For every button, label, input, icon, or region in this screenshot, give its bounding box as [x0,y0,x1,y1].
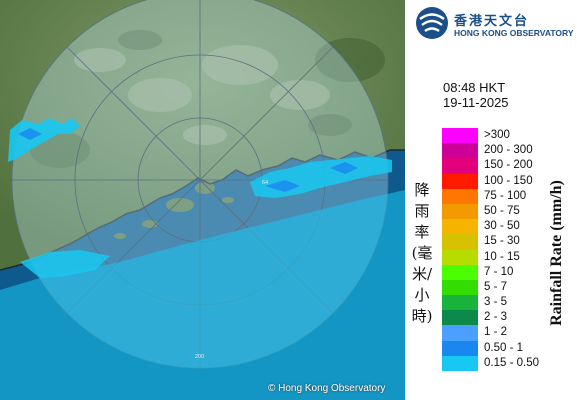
legend-row: 150 - 200 [442,158,567,174]
legend-color-swatch [442,158,478,174]
land-texture [74,45,330,145]
legend-range-label: 10 - 15 [484,250,520,263]
legend-range-label: 2 - 3 [484,311,508,324]
legend-range-label: 200 - 300 [484,144,533,157]
legend-range-label: 150 - 200 [484,159,533,172]
hko-logo[interactable]: 香港天文台 HONG KONG OBSERVATORY [415,6,575,40]
range-label-64: 64 [262,180,268,186]
legend-row: 3 - 5 [442,295,567,311]
legend-range-label: 50 - 75 [484,204,520,217]
legend-range-label: >300 [484,129,510,141]
legend-range-label: 75 - 100 [484,189,527,202]
legend-color-swatch [442,325,478,341]
legend-range-label: 100 - 150 [484,174,533,187]
timestamp: 08:48 HKT 19-11-2025 [443,80,509,110]
legend-row: 10 - 15 [442,249,567,265]
legend-range-label: 5 - 7 [484,280,508,293]
copyright-credit: © Hong Kong Observatory [268,383,386,394]
legend-row: 30 - 50 [442,219,567,235]
legend-row: 0.50 - 1 [442,340,567,356]
legend-color-swatch [442,173,478,189]
legend-color-swatch [442,188,478,204]
legend-range-label: 0.15 - 0.50 [484,356,539,369]
rain-echo-light [265,180,300,192]
legend-color-swatch [442,279,478,296]
legend-row: 0.15 - 0.50 [442,355,567,371]
legend-row: 15 - 30 [442,234,567,250]
legend-color-swatch [442,295,478,311]
legend-row: 7 - 10 [442,264,567,280]
radar-map[interactable]: 64 200 © Hong Kong Observatory [0,0,405,400]
legend-color-swatch [442,234,478,250]
legend-color-swatch [442,219,478,235]
rain-echo-sea [0,190,405,400]
rain-echo-light-2 [18,128,42,140]
legend-color-swatch [442,128,478,144]
legend-row: 75 - 100 [442,188,567,204]
legend-range-label: 30 - 50 [484,220,520,233]
observation-time: 08:48 HKT [443,80,506,95]
observation-date: 19-11-2025 [443,95,509,110]
rain-echoes [0,118,405,400]
legend-color-swatch [442,340,478,356]
range-label-200: 200 [195,354,204,360]
org-name-english: HONG KONG OBSERVATORY [454,28,574,38]
legend-range-label: 15 - 30 [484,235,520,248]
info-panel: 香港天文台 HONG KONG OBSERVATORY 08:48 HKT 19… [405,0,577,400]
legend-row: >300 [442,128,567,144]
rain-echo-west [8,118,80,162]
rainfall-legend: >300 200 - 300 150 - 200 100 - 150 75 - 100 5… [442,128,567,371]
legend-color-swatch [442,143,478,159]
legend-title-english: Rainfall Rate (mm/h) [548,180,565,326]
rain-echo-light-3 [330,162,358,174]
legend-range-label: 3 - 5 [484,296,508,309]
legend-color-swatch [442,310,478,326]
legend-row: 2 - 3 [442,310,567,326]
legend-row: 5 - 7 [442,279,567,296]
legend-row: 200 - 300 [442,143,567,159]
legend-title-chinese: 降雨率(毫米/小時) [411,181,433,325]
legend-row: 50 - 75 [442,203,567,220]
legend-color-swatch [442,203,478,220]
legend-range-label: 1 - 2 [484,326,508,339]
legend-range-label: 0.50 - 1 [484,341,523,354]
legend-range-label: 7 - 10 [484,265,514,278]
hko-emblem-icon [416,7,448,39]
org-name-chinese: 香港天文台 [454,14,530,29]
legend-color-swatch [442,355,478,371]
legend-color-swatch [442,249,478,265]
legend-color-swatch [442,264,478,280]
legend-row: 1 - 2 [442,325,567,341]
legend-row: 100 - 150 [442,173,567,189]
